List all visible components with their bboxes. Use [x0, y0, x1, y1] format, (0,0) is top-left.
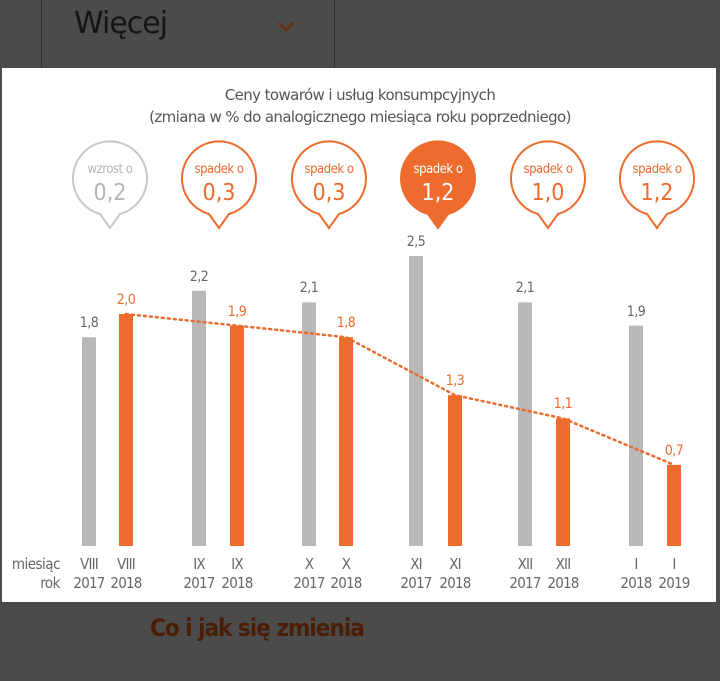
- bubble-value: 1,2: [640, 180, 674, 206]
- x-year-label: 2018: [620, 574, 652, 592]
- bubble-label: spadek o: [194, 162, 244, 177]
- section-link[interactable]: Co i jak się zmienia: [150, 614, 365, 642]
- value-label-current: 1,8: [336, 315, 356, 332]
- divider: [334, 0, 335, 68]
- bubble-value: 0,3: [202, 180, 236, 206]
- bar-current-year: [119, 314, 133, 546]
- bar-current-year: [667, 464, 681, 546]
- bubble-badge: spadek o 0,3: [179, 138, 259, 238]
- x-tick-label: XI: [410, 555, 422, 573]
- x-tick-label: IX: [193, 555, 205, 573]
- row-label-month: miesiąc: [11, 555, 61, 573]
- x-tick-label: XII: [517, 555, 534, 573]
- bubble-label: spadek o: [304, 162, 354, 177]
- bubble-label: spadek o: [523, 162, 573, 177]
- bar-previous-year: [518, 302, 532, 546]
- x-year-label: 2018: [330, 574, 362, 592]
- x-tick-label: VIII: [117, 555, 136, 573]
- value-label-previous: 1,8: [79, 315, 99, 332]
- x-tick-label: X: [304, 555, 314, 573]
- x-year-label: 2018: [439, 574, 471, 592]
- more-label: Więcej: [74, 6, 168, 41]
- x-tick-label: X: [341, 555, 351, 573]
- x-tick-label: VIII: [80, 555, 99, 573]
- bubble-badge: spadek o 1,2: [617, 138, 697, 238]
- trend-line: [124, 312, 676, 467]
- value-label-previous: 2,2: [189, 268, 209, 285]
- bar-previous-year: [82, 337, 96, 546]
- bar-previous-year: [302, 302, 316, 546]
- x-tick-label: I: [634, 555, 638, 573]
- x-tick-label: I: [672, 555, 676, 573]
- bubble-value: 0,2: [93, 180, 127, 206]
- bubble-shape: [510, 140, 586, 230]
- x-tick-label: XII: [555, 555, 572, 573]
- divider: [41, 0, 42, 68]
- bubble-shape: [291, 140, 367, 230]
- x-year-label: 2019: [658, 574, 690, 592]
- value-label-previous: 2,5: [406, 234, 426, 250]
- bubble-badge: spadek o 0,3: [289, 138, 369, 238]
- bubble-shape: [181, 140, 257, 230]
- bubble-label: spadek o: [413, 162, 463, 177]
- value-label-previous: 2,1: [515, 280, 535, 297]
- bar-current-year: [339, 337, 353, 546]
- chart-title: Ceny towarów i usług konsumpcyjnych: [224, 86, 496, 104]
- x-tick-label: XI: [449, 555, 461, 573]
- x-tick-label: IX: [231, 555, 243, 573]
- x-year-label: 2017: [73, 574, 105, 592]
- x-year-label: 2017: [293, 574, 325, 592]
- value-label-current: 0,7: [664, 442, 684, 459]
- bubble-shape: [400, 140, 476, 230]
- bubble-shape: [619, 140, 695, 230]
- x-year-label: 2018: [221, 574, 253, 592]
- bar-previous-year: [192, 290, 206, 546]
- bar-previous-year: [409, 256, 423, 546]
- x-year-label: 2018: [547, 574, 579, 592]
- value-label-current: 1,1: [553, 396, 573, 413]
- bar-current-year: [230, 325, 244, 546]
- value-label-current: 2,0: [116, 292, 136, 308]
- bar-current-year: [448, 395, 462, 546]
- value-label-previous: 2,1: [299, 280, 319, 297]
- bubble-badge: spadek o 1,2: [398, 138, 478, 238]
- value-label-previous: 1,9: [626, 303, 646, 320]
- bar-previous-year: [629, 325, 643, 546]
- bar-current-year: [556, 418, 570, 546]
- bubble-value: 0,3: [312, 180, 346, 206]
- chart-subtitle: (zmiana w % do analogicznego miesiąca ro…: [149, 108, 571, 126]
- bubble-value: 1,2: [421, 180, 455, 206]
- bubble-label: spadek o: [632, 162, 682, 177]
- row-label-year: rok: [40, 574, 60, 592]
- bubble-shape: [72, 140, 148, 230]
- x-year-label: 2017: [400, 574, 432, 592]
- top-bar: Więcej: [0, 0, 720, 68]
- x-year-label: 2017: [509, 574, 541, 592]
- chevron-down-icon: [278, 22, 294, 32]
- value-label-current: 1,9: [227, 303, 247, 320]
- x-year-label: 2017: [183, 574, 215, 592]
- bubble-badge: wzrost o 0,2: [70, 138, 150, 238]
- bubble-value: 1,0: [531, 180, 565, 206]
- more-dropdown[interactable]: Więcej: [42, 0, 334, 68]
- value-label-current: 1,3: [445, 373, 465, 390]
- bubble-badge: spadek o 1,0: [508, 138, 588, 238]
- x-year-label: 2018: [110, 574, 142, 592]
- bubble-label: wzrost o: [87, 162, 133, 177]
